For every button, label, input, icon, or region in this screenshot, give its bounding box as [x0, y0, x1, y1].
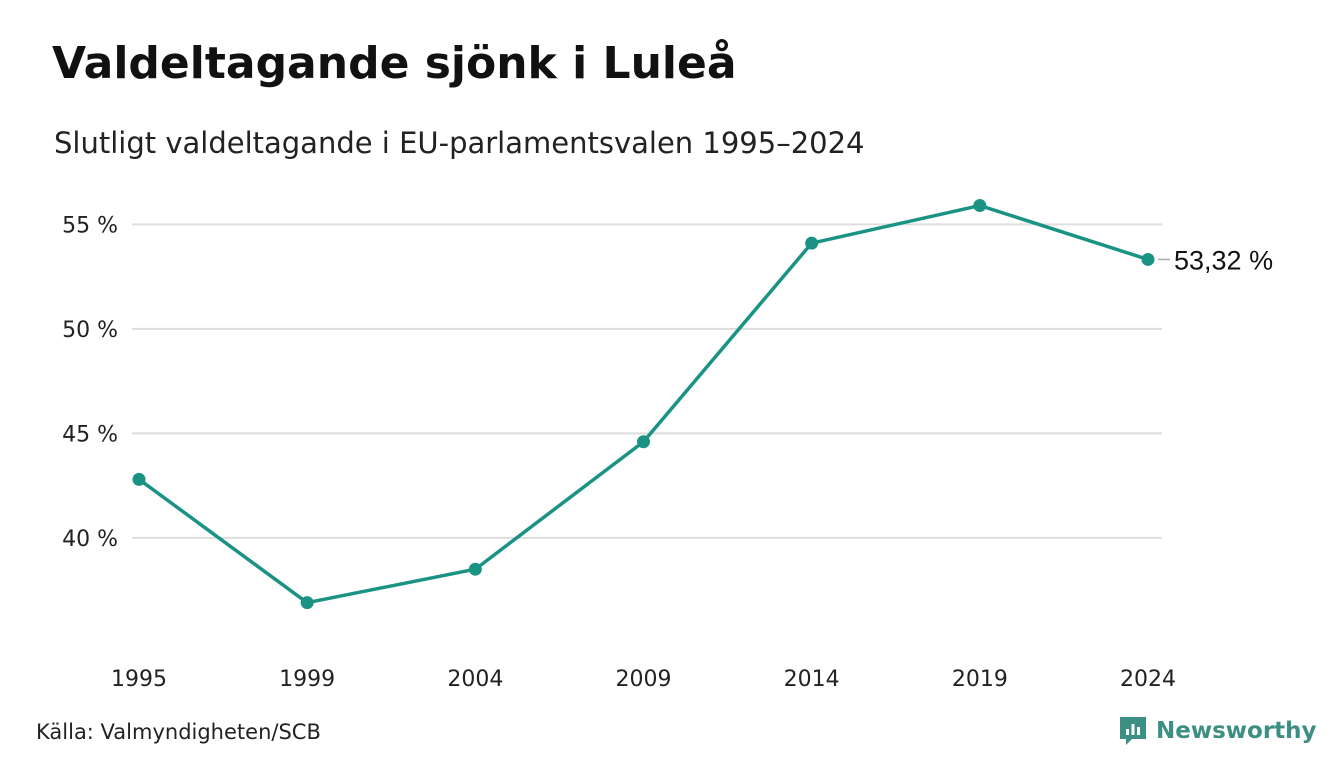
brand-name: Newsworthy — [1156, 718, 1317, 744]
source-note: Källa: Valmyndigheten/SCB — [36, 720, 321, 744]
data-point — [805, 236, 819, 250]
data-point — [1141, 252, 1155, 266]
x-tick-label: 2024 — [1120, 667, 1176, 692]
chart-subtitle: Slutligt valdeltagande i EU-parlamentsva… — [54, 126, 865, 160]
data-point — [468, 562, 482, 576]
newsworthy-logo-icon — [1120, 717, 1146, 745]
x-tick-label: 1999 — [279, 667, 335, 692]
chart-title: Valdeltagande sjönk i Luleå — [52, 38, 737, 89]
data-point — [132, 472, 146, 486]
y-tick-label: 55 % — [62, 213, 118, 238]
data-point — [300, 596, 314, 610]
x-tick-label: 2019 — [952, 667, 1008, 692]
series-line — [137, 203, 1150, 605]
y-tick-label: 45 % — [62, 422, 118, 447]
y-tick-label: 50 % — [62, 318, 118, 343]
brand: Newsworthy — [1118, 714, 1317, 748]
x-tick-label: 2004 — [447, 667, 503, 692]
data-point — [637, 435, 650, 449]
end-value-label: 53,32 % — [1174, 245, 1273, 275]
x-tick-label: 1995 — [111, 667, 167, 692]
x-tick-label: 2009 — [616, 667, 672, 692]
data-point — [973, 199, 987, 213]
y-tick-label: 40 % — [62, 527, 118, 552]
x-tick-label: 2014 — [784, 667, 840, 692]
